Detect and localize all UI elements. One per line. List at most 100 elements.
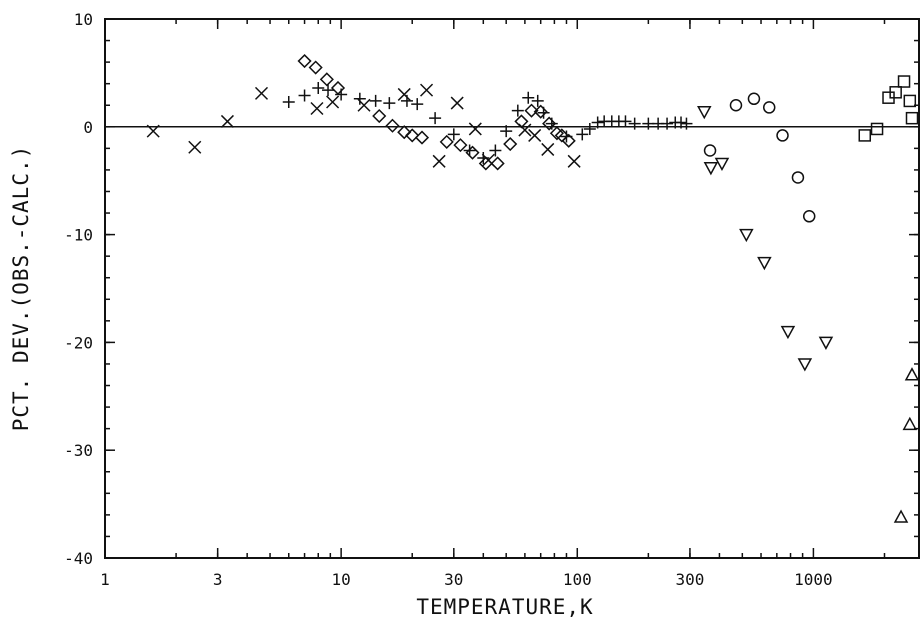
diamond-marker-point [297,53,312,69]
diamond-marker-point [542,116,557,131]
x-tick-label: 1000 [794,570,833,589]
plus-marker-point [400,94,413,107]
diamond-marker-point [503,136,518,152]
diamond-marker-point [414,130,430,145]
x-marker-point [326,95,340,109]
circle-marker-point [802,210,816,223]
axis-ticks [104,18,919,559]
square-marker-point [858,129,872,142]
diamond-marker-point [439,134,454,149]
x-marker-point [528,128,542,142]
plus-marker-point [429,112,442,125]
plus-marker-point [411,98,424,111]
down-triangle-marker-point [818,336,834,350]
circle-marker-point [703,144,717,157]
diamond-marker-point [465,145,480,160]
diamond-marker-point [308,60,323,75]
y-tick-label: -30 [64,441,93,460]
x-marker-point [432,154,446,168]
plus-marker-point [322,84,335,97]
diamond-marker-point [561,133,576,148]
diamond-marker-point [330,80,346,96]
plus-marker-point [680,117,693,130]
x-marker-point [450,96,464,110]
plus-marker-point [369,94,382,107]
diamond-marker-point [397,125,412,140]
diamond-marker-point [478,156,493,171]
square-marker-point [897,75,911,88]
diamond-marker-point [405,128,420,143]
plus-marker-point [447,128,460,141]
plus-marker-point [353,92,366,105]
down-triangle-marker-point [780,325,796,340]
x-tick-label: 1 [100,570,110,589]
diamond-marker-point [554,128,569,143]
plus-marker-point [583,122,596,135]
plus-marker-point [282,96,295,109]
y-tick-label: -40 [64,549,93,568]
x-marker-point [541,142,555,156]
data-markers [146,53,920,523]
plus-marker-point [591,116,604,129]
down-triangle-marker-point [703,162,719,176]
down-triangle-marker-point [757,256,772,271]
diamond-marker-point [514,114,529,129]
square-marker-point [905,111,919,125]
circle-marker-point [729,98,743,112]
x-tick-label: 30 [444,570,463,589]
down-triangle-marker-point [697,105,712,120]
plus-marker-point [511,104,524,117]
circle-marker-point [776,129,789,142]
plus-marker-point [312,81,325,94]
x-marker-point [310,101,324,116]
x-tick-label: 10 [332,570,351,589]
plus-marker-point [619,115,632,128]
x-marker-point [397,87,411,101]
circle-marker-point [791,171,805,184]
diamond-marker-point [524,103,539,118]
plus-marker-point [489,144,502,157]
x-axis-label: TEMPERATURE,K [416,595,593,619]
circle-marker-point [762,101,776,114]
diamond-marker-point [372,108,387,124]
y-tick-label: 10 [74,10,93,29]
x-marker-point [146,124,160,138]
square-marker-point [903,94,917,108]
plus-marker-point [383,97,396,110]
up-triangle-marker-point [893,509,909,523]
x-tick-label: 100 [563,570,592,589]
plus-marker-point [628,117,641,130]
plus-marker-point [298,89,311,102]
y-axis-label: PCT. DEV.(OBS.-CALC.) [9,145,33,432]
plus-marker-point [661,117,674,130]
x-tick-label: 3 [213,570,223,589]
square-marker-point [889,86,902,99]
x-marker-point [254,86,269,100]
diamond-marker-point [453,138,468,153]
x-marker-point [188,140,202,154]
x-marker-point [420,83,434,97]
down-triangle-marker-point [739,228,754,243]
diamond-marker-point [385,118,400,133]
square-marker-point [870,122,884,136]
circle-marker-point [747,92,761,106]
up-triangle-marker-point [904,367,920,381]
y-tick-label: 0 [83,118,93,137]
down-triangle-marker-point [797,358,813,372]
plus-marker-point [531,94,544,107]
x-marker-point [220,114,234,128]
plus-marker-point [522,91,535,104]
down-triangle-marker-point [714,157,730,172]
x-tick-label: 300 [675,570,704,589]
diamond-marker-point [319,72,334,87]
diamond-marker-point [533,104,548,119]
x-marker-point [567,154,581,168]
y-tick-label: -10 [64,226,93,245]
diamond-marker-point [490,156,505,171]
up-triangle-marker-point [902,416,918,431]
plus-marker-point [576,128,589,141]
plus-marker-point [675,116,688,129]
y-tick-label: -20 [64,333,93,352]
